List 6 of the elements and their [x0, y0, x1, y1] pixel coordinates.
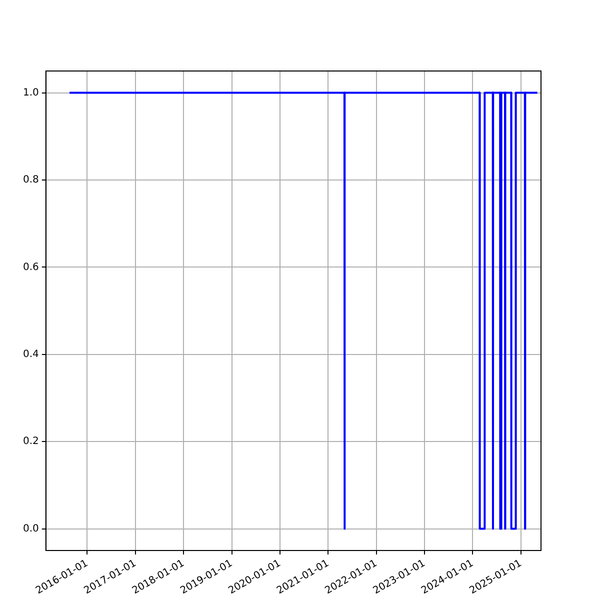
y-tick-label: 0.8	[22, 174, 39, 186]
y-tick-label: 1.0	[22, 87, 39, 98]
y-tick-label: 0.4	[22, 348, 39, 360]
y-tick-label: 0.6	[22, 262, 39, 273]
y-tick-label: 0.2	[22, 436, 39, 448]
y-tick-label: 0.0	[22, 523, 39, 534]
